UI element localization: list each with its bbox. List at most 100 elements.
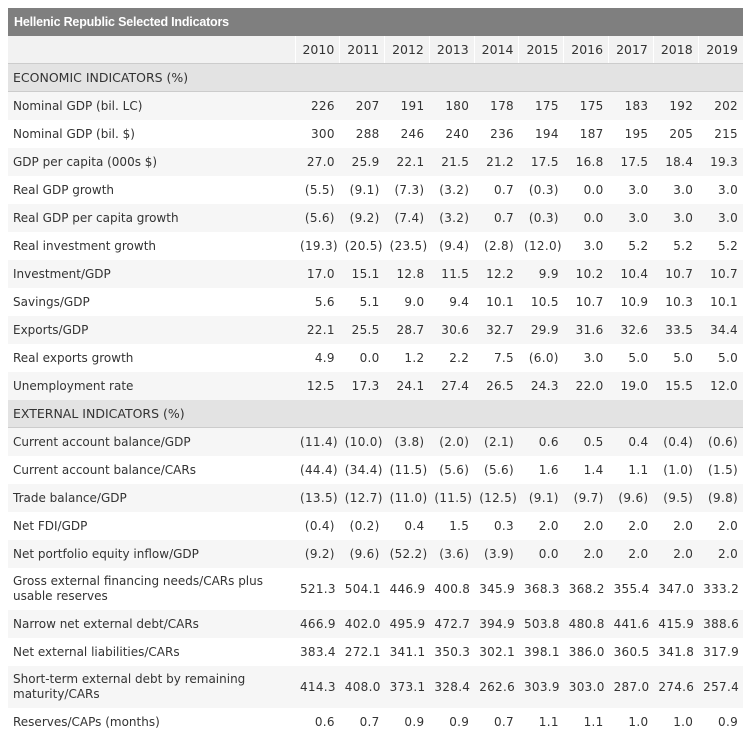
row-label: Nominal GDP (bil. $) — [13, 127, 135, 141]
cell-value: 10.1 — [710, 295, 738, 309]
cell-value: 1.0 — [673, 715, 694, 729]
cell-value: 236 — [490, 127, 514, 141]
cell-value: (5.6) — [439, 463, 470, 477]
cell-value: 0.7 — [494, 715, 514, 729]
cell-value: 2.0 — [653, 540, 699, 568]
cell-value: 10.3 — [665, 295, 694, 309]
cell-value: 503.8 — [518, 610, 564, 638]
table-row: Current account balance/GDP (11.4) (10.0)(… — [8, 427, 743, 456]
cell-value: 180 — [429, 91, 475, 120]
cell-value: 257.4 — [698, 666, 743, 708]
cell-value: 29.9 — [518, 316, 564, 344]
year-header-row: 2010 2011 2012 2013 2014 2015 2016 2017 2018 2019 — [8, 36, 743, 64]
cell-value: 0.6 — [518, 427, 564, 456]
header-blank — [8, 36, 295, 64]
cell-value: (0.4) — [653, 427, 699, 456]
cell-value: 17.3 — [339, 372, 385, 400]
cell-value: 466.9 — [295, 610, 340, 638]
cell-value: 18.4 — [653, 148, 699, 176]
table-row: Short-term external debt by remaining ma… — [8, 666, 743, 708]
year-header: 2014 — [473, 36, 519, 64]
cell-value: 175 — [563, 91, 609, 120]
cell-value: (3.9) — [474, 540, 519, 568]
cell-value: 33.5 — [653, 316, 699, 344]
cell-value: 0.0 — [583, 183, 604, 197]
cell-value: 183 — [608, 91, 654, 120]
cell-value: 408.0 — [339, 666, 385, 708]
cell-value: (0.3) — [518, 204, 564, 232]
cell-value: 521.3 — [300, 581, 336, 596]
cell-value: 1.0 — [628, 715, 649, 729]
cell-value: 27.0 — [295, 148, 340, 176]
table-row: Exports/GDP 22.1 25.5 28.7 30.6 32.7 29.9 31.6 3… — [8, 316, 743, 344]
cell-value: 480.8 — [563, 610, 609, 638]
cell-value: 388.6 — [698, 610, 743, 638]
cell-value: (7.3) — [394, 183, 425, 197]
cell-value: 22.1 — [384, 148, 430, 176]
cell-value: 2.0 — [583, 519, 604, 533]
cell-value: (3.6) — [429, 540, 475, 568]
cell-value: (9.4) — [439, 239, 470, 253]
cell-value: (20.5) — [344, 239, 383, 253]
cell-value: 347.0 — [658, 581, 695, 596]
cell-value: 12.5 — [295, 372, 340, 400]
table-row: Net FDI/GDP (0.4) (0.2) 0.4 1.5 0.3 2.0 2.0 2.0 2… — [8, 512, 743, 540]
cell-value: 272.1 — [344, 645, 381, 659]
cell-value: (9.6) — [339, 540, 385, 568]
section-title: ECONOMIC INDICATORS (%) — [8, 63, 743, 92]
cell-value: (9.1) — [349, 183, 380, 197]
row-label: Real GDP per capita growth — [8, 204, 295, 232]
cell-value: (11.0) — [384, 484, 430, 512]
cell-value: 25.5 — [339, 316, 385, 344]
row-label: Gross external financing needs/CARs plus… — [13, 574, 263, 603]
cell-value: 5.0 — [628, 351, 649, 365]
cell-value: 192 — [653, 91, 699, 120]
cell-value: 1.1 — [628, 463, 649, 477]
cell-value: 355.4 — [613, 581, 650, 596]
table-row: Gross external financing needs/CARs plus… — [8, 568, 743, 610]
cell-value: 3.0 — [698, 204, 743, 232]
cell-value: 207 — [339, 91, 385, 120]
cell-value: 191 — [384, 91, 430, 120]
cell-value: (2.1) — [474, 427, 519, 456]
table-row: GDP per capita (000s $) 27.0 25.9 22.1 21.5 2… — [8, 148, 743, 176]
cell-value: (0.3) — [528, 183, 559, 197]
cell-value: 5.6 — [314, 295, 335, 309]
cell-value: 9.9 — [518, 260, 564, 288]
table-row: Savings/GDP 5.6 5.1 9.0 9.4 10.1 10.5 10.7 10.9 1… — [8, 288, 743, 316]
cell-value: 9.0 — [404, 295, 425, 309]
table-row: Nominal GDP (bil. $) 300 288 246 240 236 194 18… — [8, 120, 743, 148]
table-row: Net external liabilities/CARs 383.4 272.1 3… — [8, 638, 743, 666]
year-header: 2017 — [608, 36, 654, 64]
cell-value: 22.0 — [563, 372, 609, 400]
table-row: Real GDP per capita growth (5.6) (9.2) (7.4… — [8, 204, 743, 232]
cell-value: 17.0 — [295, 260, 340, 288]
cell-value: 402.0 — [339, 610, 385, 638]
cell-value: 24.1 — [384, 372, 430, 400]
row-label: Savings/GDP — [13, 295, 90, 309]
cell-value: 5.1 — [359, 295, 380, 309]
cell-value: 441.6 — [608, 610, 654, 638]
cell-value: (11.5) — [389, 463, 428, 477]
cell-value: 3.0 — [608, 204, 654, 232]
row-label: Current account balance/GDP — [8, 427, 295, 456]
cell-value: 0.3 — [494, 519, 514, 533]
section-header-row: ECONOMIC INDICATORS (%) — [8, 63, 743, 92]
cell-value: 3.0 — [628, 183, 649, 197]
cell-value: 333.2 — [703, 581, 740, 596]
cell-value: 12.2 — [474, 260, 519, 288]
cell-value: 10.4 — [608, 260, 654, 288]
cell-value: 0.9 — [404, 715, 425, 729]
cell-value: 341.8 — [658, 645, 695, 659]
cell-value: 288 — [355, 127, 380, 141]
year-header: 2019 — [697, 36, 743, 64]
row-label: Unemployment rate — [8, 372, 295, 400]
row-label: Net external liabilities/CARs — [13, 645, 180, 659]
cell-value: 26.5 — [474, 372, 519, 400]
cell-value: 0.6 — [314, 715, 335, 729]
cell-value: 15.1 — [339, 260, 385, 288]
cell-value: 11.5 — [429, 260, 475, 288]
cell-value: (3.8) — [384, 427, 430, 456]
cell-value: 495.9 — [384, 610, 430, 638]
cell-value: 1.1 — [538, 715, 559, 729]
